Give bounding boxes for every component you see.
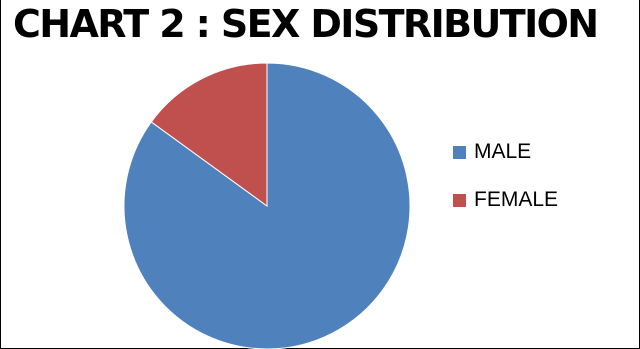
chart-legend: MALE FEMALE	[453, 138, 558, 234]
chart-title: CHART 2 : SEX DISTRIBUTION	[13, 2, 599, 46]
pie-slice-male	[123, 62, 411, 349]
legend-item-male: MALE	[453, 138, 558, 166]
pie-slice-female	[150, 62, 268, 207]
legend-swatch-female	[453, 193, 466, 207]
legend-label-female: FEMALE	[474, 188, 559, 211]
legend-item-female: FEMALE	[453, 186, 558, 214]
legend-label-male: MALE	[474, 140, 532, 163]
legend-swatch-male	[453, 145, 466, 159]
